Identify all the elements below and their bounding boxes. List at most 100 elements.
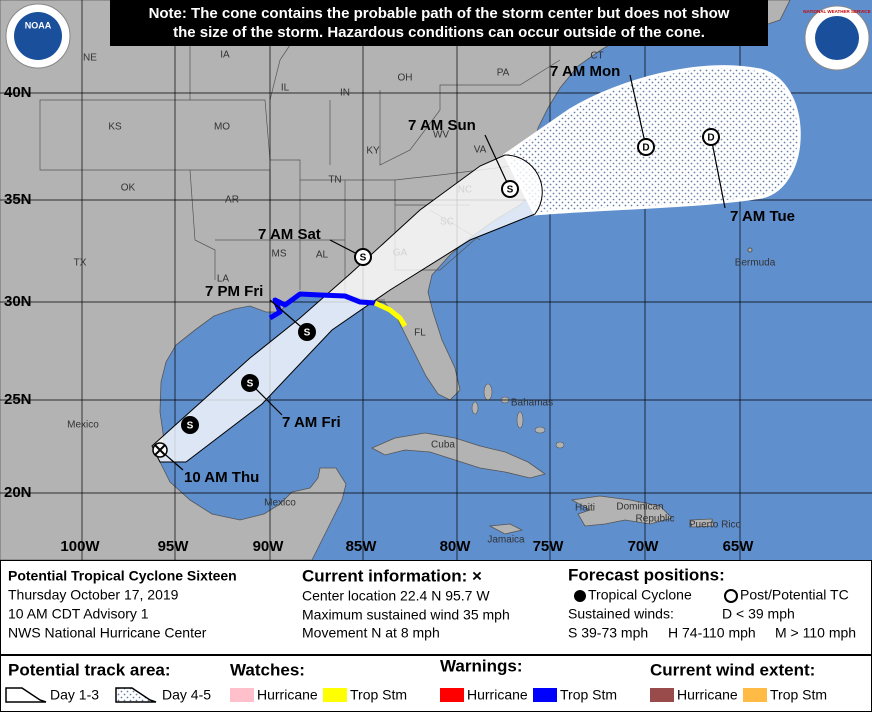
track-label: 7 AM Mon: [550, 63, 620, 80]
place-label: Republic: [636, 514, 675, 525]
latitude-label: 40N: [4, 84, 32, 101]
longitude-label: 95W: [158, 538, 190, 555]
forecast-legend: Sustained winds:: [568, 606, 674, 622]
current-position: [152, 442, 168, 458]
track-label: 10 AM Thu: [184, 469, 259, 486]
hurricane-watch-swatch: [230, 688, 254, 702]
post-symbol: [724, 589, 738, 603]
place-label: PA: [497, 68, 510, 79]
place-label: AL: [316, 250, 329, 261]
watches-legend: Hurricane: [257, 687, 318, 703]
bermuda: [747, 247, 753, 253]
current-line: Movement N at 8 mph: [302, 625, 440, 641]
day45-swatch: [115, 687, 157, 703]
place-label: MO: [214, 122, 230, 133]
forecast-symbol: S: [360, 253, 367, 264]
place-label: NE: [83, 53, 97, 64]
place-label: VA: [474, 145, 487, 156]
note-line: the size of the storm. Hazardous conditi…: [173, 24, 705, 41]
leader-line: [629, 74, 647, 148]
map: 40N 35N 30N 25N 20N 100W 95W 90W 85W 80W 75W 70W 65W…: [0, 0, 872, 560]
longitude-label: 70W: [628, 538, 660, 555]
forecast-legend: S 39-73 mph: [568, 625, 648, 641]
track-label: 7 PM Fri: [205, 283, 263, 300]
storm-info: NWS National Hurricane Center: [8, 625, 207, 641]
place-label: Cuba: [431, 440, 455, 451]
longitude-label: 100W: [60, 538, 100, 555]
forecast-symbol: S: [187, 421, 194, 432]
place-label: TX: [74, 258, 87, 269]
note-line: Note: The cone contains the probable pat…: [149, 5, 730, 22]
longitude-label: 80W: [440, 538, 472, 555]
wind-title: Current wind extent:: [650, 660, 815, 679]
latitude-label: 25N: [4, 391, 32, 408]
forecast-legend: H 74-110 mph: [668, 625, 756, 641]
place-label: Bahamas: [511, 398, 553, 409]
forecast-point: [702, 128, 720, 146]
place-label: FL: [414, 328, 426, 339]
track-label: 7 AM Tue: [730, 208, 795, 225]
forecast-legend: Post/Potential TC: [740, 587, 849, 603]
nws-logo: NATIONAL WEATHER SERVICE: [803, 5, 871, 71]
warnings-legend: Hurricane: [467, 687, 528, 703]
forecast-legend: M > 110 mph: [775, 625, 856, 641]
forecast-symbol: D: [642, 143, 649, 154]
forecast-point: [354, 248, 372, 266]
forecast-point: [298, 323, 316, 341]
track-label: 7 AM Sat: [258, 226, 321, 243]
tropical-symbol: [574, 590, 586, 602]
nws-text: NATIONAL WEATHER SERVICE: [803, 9, 870, 14]
legend-box: [0, 560, 872, 712]
leader-line: [484, 134, 511, 190]
wind-legend: Hurricane: [677, 687, 738, 703]
place-label: Haiti: [575, 503, 595, 514]
day-4-5-cone: [503, 65, 801, 216]
place-label: KS: [108, 122, 122, 133]
jamaica: [488, 523, 524, 535]
hurricane-warning-swatch: [440, 688, 464, 702]
hurricane-wind-swatch: [650, 688, 674, 702]
forecast-legend: Tropical Cyclone: [588, 587, 692, 603]
current-line: Center location 22.4 N 95.7 W: [302, 588, 490, 604]
place-label: Jamaica: [487, 535, 525, 546]
latitude-label: 35N: [4, 191, 32, 208]
place-label: MS: [272, 249, 287, 260]
trop-stm-watch: [373, 300, 408, 328]
place-label: IN: [340, 88, 350, 99]
storm-info: 10 AM CDT Advisory 1: [8, 606, 149, 622]
longitude-label: 75W: [533, 538, 565, 555]
day13-swatch: [5, 687, 47, 703]
place-label: WV: [433, 130, 449, 141]
leader-line: [710, 136, 726, 209]
longitude-label: 65W: [723, 538, 755, 555]
warnings-legend: Trop Stm: [560, 687, 617, 703]
forecast-symbol: S: [507, 185, 514, 196]
place-label: Mexico: [67, 420, 99, 431]
longitude-label: 85W: [346, 538, 378, 555]
latitude-label: 30N: [4, 293, 32, 310]
forecast-point: [637, 138, 655, 156]
place-label: OH: [398, 73, 413, 84]
forecast-symbol: D: [707, 133, 714, 144]
track-area-legend: Day 4-5: [162, 687, 211, 703]
place-label: CT: [590, 51, 603, 62]
latitude-label: 20N: [4, 484, 32, 501]
storm-info: Thursday October 17, 2019: [8, 587, 179, 603]
watches-legend: Trop Stm: [350, 687, 407, 703]
place-label: LA: [217, 274, 230, 285]
warnings-title: Warnings:: [440, 656, 522, 675]
place-label: Puerto Rico: [689, 520, 742, 531]
forecast-point: [241, 374, 259, 392]
puerto-rico: [689, 518, 715, 528]
cuba: [371, 432, 546, 479]
place-label: TN: [328, 175, 341, 186]
place-label: IL: [281, 83, 290, 94]
place-label: Dominican: [616, 502, 663, 513]
storm-name: Potential Tropical Cyclone Sixteen: [8, 568, 237, 584]
forecast-symbol: S: [247, 379, 254, 390]
watches-title: Watches:: [230, 660, 305, 679]
trop-watch-swatch: [323, 688, 347, 702]
trop-wind-swatch: [743, 688, 767, 702]
place-label: OK: [121, 183, 136, 194]
hispaniola: [570, 495, 673, 527]
